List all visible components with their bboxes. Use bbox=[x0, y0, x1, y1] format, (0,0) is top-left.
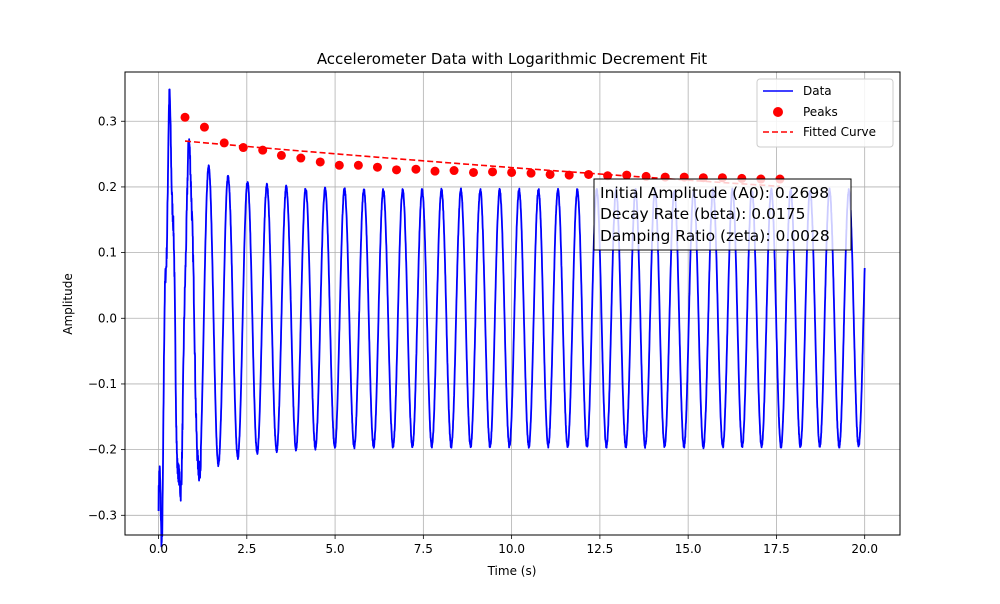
x-tick-label: 2.5 bbox=[237, 542, 256, 556]
peak-point bbox=[276, 150, 286, 160]
fit-parameters-annotation: Initial Amplitude (A0): 0.2698 Decay Rat… bbox=[593, 178, 852, 251]
peak-point bbox=[449, 166, 459, 176]
peak-point bbox=[199, 122, 209, 132]
series-data bbox=[157, 88, 866, 548]
peak-point bbox=[258, 145, 268, 155]
chart-title: Accelerometer Data with Logarithmic Decr… bbox=[317, 50, 707, 68]
x-tick-label: 12.5 bbox=[587, 542, 614, 556]
x-tick-label: 15.0 bbox=[675, 542, 702, 556]
data-signal-line bbox=[157, 88, 866, 548]
y-tick-label: 0.3 bbox=[98, 114, 117, 128]
x-axis-label: Time (s) bbox=[487, 564, 537, 578]
annotation-initial-amplitude: Initial Amplitude (A0): 0.2698 bbox=[600, 184, 829, 202]
x-tick-label: 10.0 bbox=[498, 542, 525, 556]
peak-point bbox=[392, 165, 402, 175]
peak-point bbox=[584, 169, 594, 179]
peak-point bbox=[238, 143, 248, 153]
legend-peaks-swatch bbox=[773, 107, 783, 117]
peak-point bbox=[468, 167, 478, 177]
y-axis-ticks: −0.3 −0.2 −0.1 0.0 0.1 0.2 0.3 bbox=[88, 114, 125, 522]
legend: Data Peaks Fitted Curve bbox=[756, 78, 894, 148]
annotation-box bbox=[593, 178, 852, 251]
y-tick-label: 0.2 bbox=[98, 180, 117, 194]
y-tick-label: 0.0 bbox=[98, 311, 117, 325]
plot-area bbox=[125, 72, 900, 535]
x-tick-label: 7.5 bbox=[414, 542, 433, 556]
x-axis-ticks: 0.0 2.5 5.0 7.5 10.0 12.5 15.0 17.5 20.0 bbox=[149, 535, 878, 556]
peak-point bbox=[622, 170, 632, 180]
peak-point bbox=[372, 162, 382, 172]
peak-point bbox=[488, 167, 498, 177]
plot-frame bbox=[124, 71, 901, 536]
annotation-decay-rate: Decay Rate (beta): 0.0175 bbox=[600, 205, 806, 223]
peak-point bbox=[507, 167, 517, 177]
peak-point bbox=[353, 160, 363, 170]
x-tick-label: 17.5 bbox=[763, 542, 790, 556]
peak-point bbox=[564, 170, 574, 180]
peak-point bbox=[219, 138, 229, 148]
y-tick-label: −0.1 bbox=[88, 377, 117, 391]
peak-point bbox=[296, 153, 306, 163]
annotation-damping-ratio: Damping Ratio (zeta): 0.0028 bbox=[600, 227, 830, 245]
peak-point bbox=[180, 112, 190, 122]
y-tick-label: 0.1 bbox=[98, 246, 117, 260]
legend-box bbox=[756, 78, 894, 148]
peak-point bbox=[334, 160, 344, 170]
peak-point bbox=[603, 171, 613, 181]
peak-point bbox=[526, 168, 536, 178]
legend-peaks-label: Peaks bbox=[803, 105, 838, 119]
peak-point bbox=[430, 166, 440, 176]
x-tick-label: 0.0 bbox=[149, 542, 168, 556]
y-tick-label: −0.2 bbox=[88, 443, 117, 457]
x-tick-label: 20.0 bbox=[851, 542, 878, 556]
y-tick-label: −0.3 bbox=[88, 508, 117, 522]
legend-fitted-label: Fitted Curve bbox=[803, 125, 876, 139]
peak-point bbox=[545, 169, 555, 179]
peak-point bbox=[315, 157, 325, 167]
y-axis-label: Amplitude bbox=[61, 273, 75, 335]
x-tick-label: 5.0 bbox=[326, 542, 345, 556]
peak-point bbox=[411, 164, 421, 174]
legend-data-label: Data bbox=[803, 84, 832, 98]
